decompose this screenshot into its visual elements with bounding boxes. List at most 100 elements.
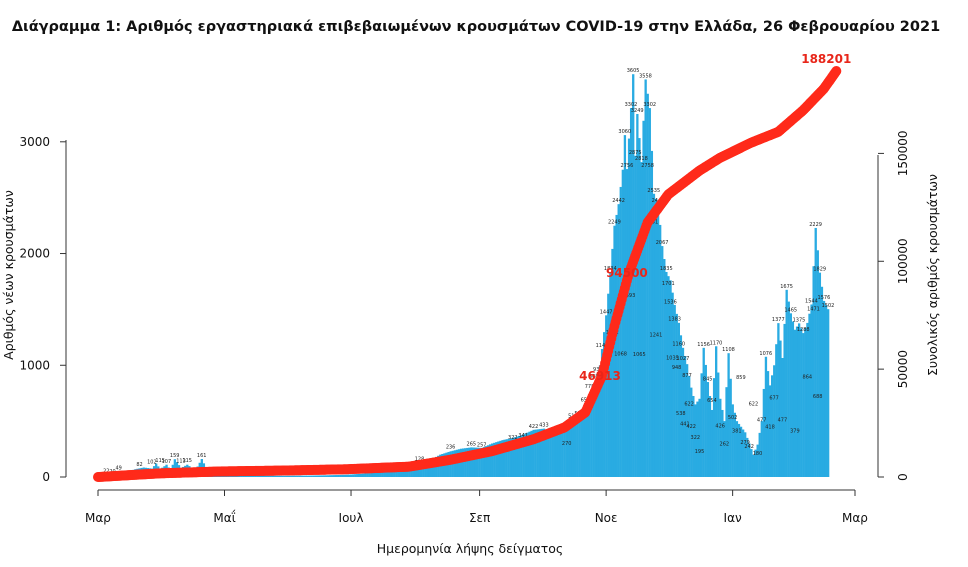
y-tick-label: 2000 — [19, 247, 50, 261]
daily-bar — [636, 113, 639, 477]
daily-bar — [354, 474, 357, 477]
daily-bar — [706, 382, 710, 477]
daily-bar — [517, 435, 521, 477]
daily-bar — [683, 355, 687, 477]
daily-bar — [797, 323, 801, 477]
daily-bar — [318, 475, 322, 477]
daily-bar — [323, 475, 326, 477]
daily-bar — [685, 364, 689, 477]
cumulative-annotation: 46913 — [579, 369, 621, 383]
daily-bar — [391, 470, 394, 477]
bar-value-label: 102 — [147, 460, 157, 466]
daily-bar — [242, 475, 245, 477]
daily-bar — [381, 472, 384, 477]
daily-bar — [264, 475, 268, 477]
daily-bar — [430, 459, 434, 477]
daily-bar — [673, 304, 676, 477]
bar-value-label: 379 — [790, 429, 800, 435]
y-axis-title: Αριθμός νέων κρουσμάτων — [1, 190, 16, 360]
daily-bar — [524, 433, 527, 477]
daily-bar — [781, 358, 784, 477]
daily-bar — [495, 442, 498, 477]
daily-bar — [565, 424, 568, 477]
daily-bar — [362, 473, 365, 477]
x-tick-label: Ιουλ — [339, 511, 364, 525]
y-tick-label: 3000 — [19, 135, 50, 149]
bar-value-label: 1471 — [807, 307, 820, 313]
daily-bar — [605, 315, 608, 477]
daily-bar — [459, 448, 463, 477]
daily-bar — [795, 326, 799, 477]
bar-value-label: 2535 — [647, 188, 660, 194]
daily-bar — [474, 447, 477, 477]
daily-bar — [629, 108, 633, 477]
daily-bar — [679, 335, 683, 477]
daily-bar — [530, 430, 533, 477]
y2-tick-label: 150000 — [896, 130, 910, 176]
bar-value-label: 341 — [518, 433, 528, 439]
daily-bar — [800, 328, 803, 477]
daily-bar — [343, 474, 347, 477]
daily-bar — [293, 475, 297, 477]
daily-bar — [725, 387, 728, 477]
daily-bar — [368, 473, 371, 477]
bar-value-label: 265 — [467, 441, 477, 447]
daily-bar — [557, 430, 560, 477]
daily-bar — [827, 309, 830, 477]
bar-value-label: 3060 — [618, 129, 631, 135]
daily-bar — [748, 443, 751, 477]
bar-value-label: 2818 — [635, 156, 648, 162]
daily-bar — [586, 411, 589, 477]
bar-value-label: 279 — [740, 440, 750, 446]
daily-bar — [509, 438, 512, 477]
bar-value-label: 1447 — [600, 309, 613, 315]
bar-value-label: 422 — [686, 424, 696, 430]
bar-value-label: 477 — [778, 418, 788, 424]
daily-bar — [650, 150, 654, 477]
y-tick-label: 1000 — [19, 358, 50, 372]
bar-value-label: 3302 — [625, 102, 638, 108]
daily-bar — [756, 444, 759, 477]
daily-bars — [96, 74, 830, 478]
bar-value-label: 322 — [508, 435, 518, 441]
daily-bar — [422, 461, 425, 477]
daily-bar — [708, 395, 712, 477]
daily-bar — [611, 248, 614, 477]
bar-value-label: 778 — [585, 384, 595, 390]
daily-bar — [818, 272, 822, 477]
daily-bar — [540, 428, 544, 477]
bar-value-label: 22 — [103, 469, 109, 475]
bar-value-label: 859 — [736, 375, 746, 381]
daily-bar — [737, 423, 741, 477]
bar-value-label: 1156 — [697, 342, 710, 348]
daily-bar — [810, 304, 813, 477]
daily-bar — [640, 162, 643, 477]
bar-value-label: 622 — [749, 402, 759, 408]
daily-bar — [385, 471, 388, 477]
bar-value-label: 1544 — [805, 299, 818, 305]
y2-tick-label: 100000 — [896, 238, 910, 284]
bar-value-label: 381 — [732, 428, 742, 434]
bar-value-label: 195 — [695, 449, 705, 455]
bar-value-label: 1375 — [793, 317, 806, 323]
daily-bar — [325, 475, 328, 477]
daily-bar — [262, 475, 266, 477]
daily-bar — [544, 429, 548, 477]
bar-value-label: 115 — [182, 458, 192, 464]
daily-bar — [312, 475, 315, 477]
y-axis-right: 0 50000 100000 150000 — [877, 130, 910, 481]
daily-bar — [522, 434, 525, 477]
daily-bar — [744, 432, 747, 477]
bar-value-label: 864 — [803, 375, 813, 381]
daily-bar — [719, 398, 722, 477]
daily-bar — [551, 431, 554, 477]
daily-bar — [771, 375, 774, 477]
daily-bar — [777, 323, 780, 477]
daily-bar — [773, 365, 776, 477]
daily-bar — [252, 475, 255, 477]
daily-bar — [267, 475, 270, 477]
daily-bar — [802, 333, 805, 477]
bar-value-label: 441 — [680, 422, 690, 428]
daily-bar — [379, 472, 382, 477]
daily-bar — [491, 443, 494, 477]
